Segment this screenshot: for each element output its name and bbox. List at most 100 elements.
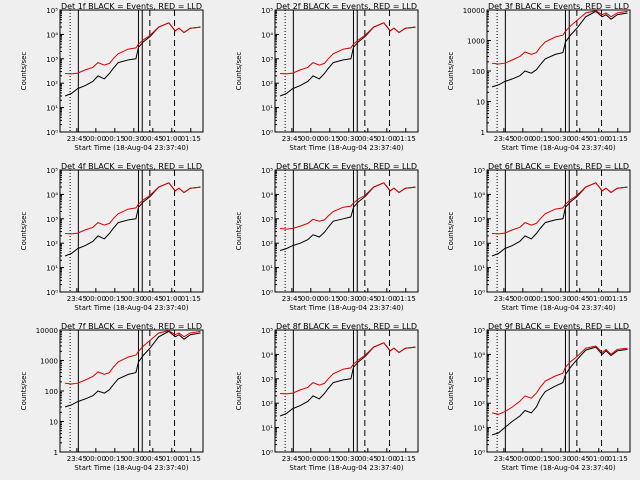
- y-tick-label: 1: [481, 129, 485, 137]
- events-series-line: [64, 182, 201, 257]
- y-tick-label: 10²: [46, 80, 58, 88]
- plot-frame: [486, 9, 631, 133]
- events-series-line: [491, 182, 628, 257]
- x-tick-label: 00:30: [551, 135, 571, 143]
- plot-frame: [274, 9, 419, 133]
- x-tick-label: 23:45: [67, 455, 87, 463]
- x-tick-label: 00:45: [570, 135, 590, 143]
- y-axis-title: Counts/sec: [20, 52, 28, 91]
- x-tick-label: 00:15: [320, 455, 340, 463]
- x-tick-label: 00:30: [551, 455, 571, 463]
- y-tick-label: 10⁰: [473, 449, 485, 457]
- x-tick-label: 00:30: [339, 455, 359, 463]
- events-series-line: [279, 182, 416, 251]
- y-tick-label: 10⁰: [261, 449, 273, 457]
- x-tick-label: 01:00: [162, 135, 182, 143]
- x-tick-label: 01:00: [589, 135, 609, 143]
- x-tick-label: 00:00: [301, 455, 321, 463]
- y-tick-label: 10⁰: [46, 129, 58, 137]
- x-tick-label: 23:45: [67, 295, 87, 303]
- y-tick-label: 10¹: [261, 105, 273, 113]
- x-tick-label: 01:15: [181, 455, 201, 463]
- x-tick-label: 00:45: [358, 455, 378, 463]
- y-tick-label: 10¹: [473, 425, 485, 433]
- x-tick-label: 00:00: [513, 295, 533, 303]
- panel-title: Det 3f BLACK = Events, RED = LLD: [488, 2, 629, 11]
- x-tick-label: 00:00: [513, 135, 533, 143]
- y-tick-label: 10⁴: [473, 191, 485, 199]
- panel-7: Det 7f BLACK = Events, RED = LLD 1 10 100 10…: [20, 322, 204, 472]
- y-tick-label: 1000: [40, 358, 58, 366]
- x-tick-label: 00:30: [124, 135, 144, 143]
- x-tick-label: 00:15: [532, 135, 552, 143]
- y-tick-label: 10⁰: [473, 289, 485, 297]
- y-tick-label: 10⁵: [46, 167, 58, 175]
- y-tick-label: 10³: [261, 56, 273, 64]
- x-tick-label: 23:45: [67, 135, 87, 143]
- panel-2: Det 2f BLACK = Events, RED = LLD 10⁰ 10¹ 10…: [235, 2, 419, 152]
- x-axis-title: Start Time (18-Aug-04 23:37:40): [74, 304, 188, 312]
- y-tick-label: 10¹: [261, 265, 273, 273]
- y-tick-label: 10⁴: [473, 351, 485, 359]
- x-axis-title: Start Time (18-Aug-04 23:37:40): [74, 144, 188, 152]
- y-tick-label: 10²: [261, 240, 273, 248]
- y-tick-label: 10⁵: [261, 327, 273, 335]
- lld-series-line: [491, 345, 628, 415]
- y-tick-label: 100: [45, 388, 58, 396]
- panel-title: Det 9f BLACK = Events, RED = LLD: [488, 322, 629, 331]
- x-tick-label: 01:15: [396, 295, 416, 303]
- panel-1: Det 1f BLACK = Events, RED = LLD 10⁰ 10¹ 10…: [20, 2, 204, 152]
- y-tick-label: 10000: [36, 327, 58, 335]
- y-tick-label: 10⁴: [261, 191, 273, 199]
- x-tick-label: 00:00: [86, 455, 106, 463]
- plot-frame: [59, 9, 204, 133]
- x-tick-label: 23:45: [282, 135, 302, 143]
- x-tick-label: 00:15: [105, 135, 125, 143]
- panel-title: Det 2f BLACK = Events, RED = LLD: [276, 2, 417, 11]
- x-tick-label: 00:30: [124, 455, 144, 463]
- y-axis-title: Counts/sec: [20, 212, 28, 251]
- x-axis-title: Start Time (18-Aug-04 23:37:40): [74, 464, 188, 472]
- x-tick-label: 00:15: [532, 295, 552, 303]
- plot-frame: [59, 329, 204, 453]
- x-tick-label: 01:00: [589, 455, 609, 463]
- x-tick-label: 01:15: [608, 135, 628, 143]
- x-tick-label: 01:00: [377, 295, 397, 303]
- y-tick-label: 10⁰: [261, 129, 273, 137]
- lld-series-line: [492, 10, 628, 65]
- x-tick-label: 00:00: [86, 135, 106, 143]
- lld-series-line: [65, 182, 201, 235]
- y-tick-label: 100: [472, 68, 485, 76]
- x-axis-title: Start Time (18-Aug-04 23:37:40): [501, 464, 615, 472]
- lld-series-line: [280, 342, 416, 395]
- x-tick-label: 00:15: [320, 295, 340, 303]
- x-tick-label: 01:00: [589, 295, 609, 303]
- x-tick-label: 00:30: [339, 295, 359, 303]
- y-tick-label: 10¹: [46, 105, 58, 113]
- x-tick-label: 00:15: [532, 455, 552, 463]
- y-tick-label: 10: [49, 419, 58, 427]
- lld-series-line: [492, 182, 628, 235]
- y-tick-label: 10⁴: [46, 31, 58, 39]
- y-tick-label: 10²: [46, 240, 58, 248]
- x-tick-label: 00:15: [105, 455, 125, 463]
- x-tick-label: 00:00: [301, 135, 321, 143]
- panel-title: Det 6f BLACK = Events, RED = LLD: [488, 162, 629, 171]
- y-tick-label: 10³: [46, 216, 58, 224]
- y-tick-label: 10³: [473, 216, 485, 224]
- y-tick-label: 10²: [473, 400, 485, 408]
- panel-4: Det 4f BLACK = Events, RED = LLD 10⁰ 10¹ 10…: [20, 162, 204, 312]
- x-tick-label: 00:30: [124, 295, 144, 303]
- y-tick-label: 10⁴: [46, 191, 58, 199]
- events-series-line: [64, 22, 201, 97]
- y-tick-label: 10000: [463, 7, 485, 15]
- panel-title: Det 4f BLACK = Events, RED = LLD: [61, 162, 202, 171]
- y-axis-title: Counts/sec: [447, 212, 455, 251]
- x-axis-title: Start Time (18-Aug-04 23:37:40): [289, 144, 403, 152]
- y-tick-label: 10⁰: [46, 289, 58, 297]
- x-tick-label: 00:00: [301, 295, 321, 303]
- panel-title: Det 1f BLACK = Events, RED = LLD: [61, 2, 202, 11]
- x-tick-label: 00:00: [86, 295, 106, 303]
- x-tick-label: 00:15: [105, 295, 125, 303]
